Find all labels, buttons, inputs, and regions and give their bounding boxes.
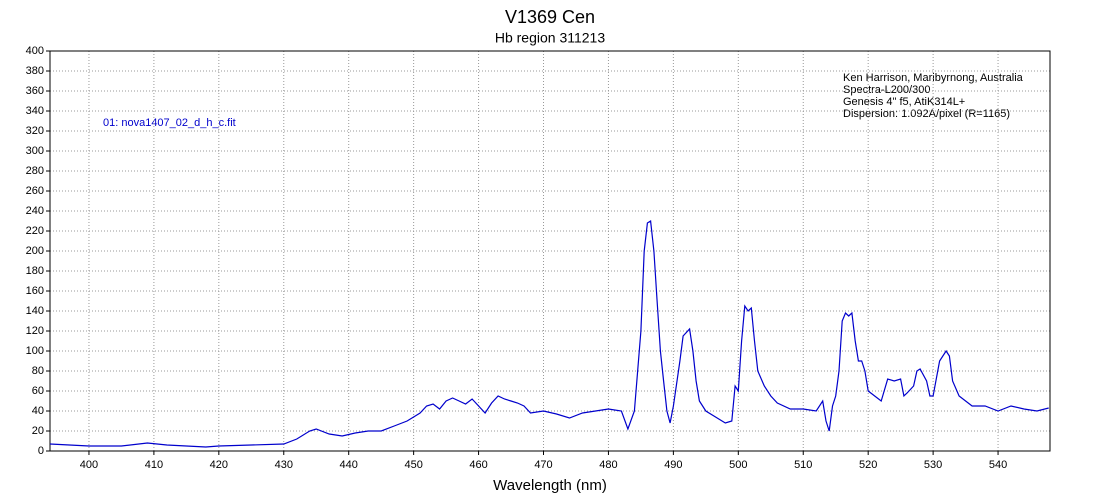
x-tick-label: 540 [989, 459, 1007, 471]
y-tick-label: 140 [26, 305, 44, 317]
x-tick-label: 490 [664, 459, 682, 471]
y-tick-label: 40 [32, 405, 44, 417]
x-tick-label: 520 [859, 459, 877, 471]
y-tick-label: 60 [32, 385, 44, 397]
y-tick-label: 400 [26, 45, 44, 57]
y-tick-label: 80 [32, 365, 44, 377]
plot-area [50, 51, 1050, 451]
plot-border [49, 50, 1051, 452]
y-tick-label: 0 [38, 445, 44, 457]
x-tick-label: 510 [794, 459, 812, 471]
annotation: Spectra-L200/300 [843, 84, 930, 96]
x-tick-label: 500 [729, 459, 747, 471]
annotation: Genesis 4" f5, AtiK314L+ [843, 96, 965, 108]
x-tick-label: 450 [404, 459, 422, 471]
y-tick-label: 240 [26, 205, 44, 217]
x-tick-label: 440 [340, 459, 358, 471]
x-tick-label: 430 [275, 459, 293, 471]
x-tick-label: 460 [469, 459, 487, 471]
annotation: 01: nova1407_02_d_h_c.fit [103, 117, 236, 129]
y-tick-label: 100 [26, 345, 44, 357]
x-tick-label: 420 [210, 459, 228, 471]
y-tick-label: 200 [26, 245, 44, 257]
x-axis-label: Wavelength (nm) [493, 477, 607, 494]
y-tick-label: 260 [26, 185, 44, 197]
y-tick-label: 220 [26, 225, 44, 237]
y-tick-label: 320 [26, 125, 44, 137]
chart-subtitle: Hb region 311213 [495, 30, 605, 46]
y-tick-label: 300 [26, 145, 44, 157]
x-tick-label: 410 [145, 459, 163, 471]
y-tick-label: 360 [26, 85, 44, 97]
x-tick-label: 530 [924, 459, 942, 471]
spectrum-line [49, 219, 1049, 448]
x-tick-label: 480 [599, 459, 617, 471]
y-tick-label: 180 [26, 265, 44, 277]
chart-title: V1369 Cen [505, 7, 595, 27]
y-tick-label: 120 [26, 325, 44, 337]
annotation: Dispersion: 1.092A/pixel (R=1165) [843, 108, 1010, 120]
y-tick-label: 160 [26, 285, 44, 297]
y-tick-label: 20 [32, 425, 44, 437]
annotation: Ken Harrison, Maribyrnong, Australia [843, 72, 1024, 84]
y-tick-label: 280 [26, 165, 44, 177]
x-tick-label: 400 [80, 459, 98, 471]
y-tick-label: 340 [26, 105, 44, 117]
y-tick-label: 380 [26, 65, 44, 77]
x-tick-label: 470 [534, 459, 552, 471]
